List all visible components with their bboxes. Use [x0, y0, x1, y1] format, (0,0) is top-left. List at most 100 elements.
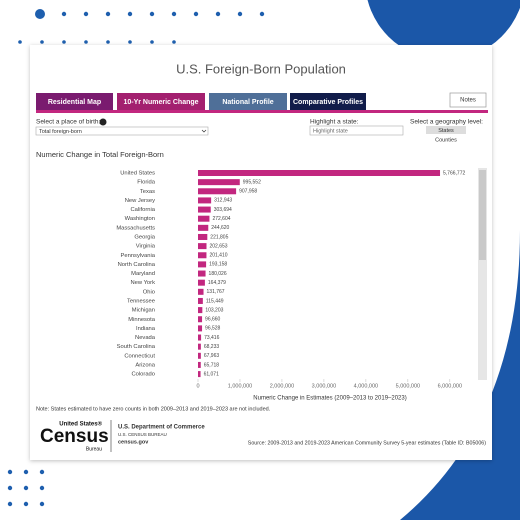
tab[interactable]: [290, 93, 366, 110]
dept: U.S. Department of Commerce: [118, 425, 205, 431]
dot: [237, 11, 243, 17]
tab[interactable]: [36, 93, 113, 110]
category-label: New York: [131, 280, 156, 286]
bar: [198, 206, 211, 213]
x-tick-label: 0: [196, 383, 199, 389]
value-label: 61,071: [204, 371, 220, 377]
control-label: Select a geography level:: [410, 119, 483, 126]
dot: [497, 273, 503, 279]
dot: [127, 11, 133, 17]
bar: [198, 307, 203, 314]
x-tick-label: 5,000,000: [396, 383, 420, 389]
value-label: 67,963: [204, 353, 220, 359]
site[interactable]: census.gov: [118, 439, 149, 445]
category-label: Indiana: [136, 326, 156, 332]
info-icon[interactable]: [99, 118, 107, 126]
notes-label[interactable]: Notes: [460, 98, 476, 104]
logo-top: United States®: [59, 421, 102, 428]
geo-option[interactable]: States: [438, 128, 454, 134]
dot: [215, 11, 221, 17]
bar: [198, 297, 203, 304]
dot: [23, 469, 29, 475]
search-placeholder[interactable]: Highlight state: [313, 128, 348, 134]
category-label: New Jersey: [125, 198, 155, 204]
category-label: Georgia: [134, 235, 155, 241]
geo-option[interactable]: Counties: [435, 137, 457, 143]
bar: [198, 252, 207, 259]
dot: [497, 257, 503, 263]
category-label: Minnesota: [128, 317, 156, 323]
dot: [105, 11, 111, 17]
control-label: Highlight a state:: [310, 119, 359, 126]
bar: [198, 224, 209, 231]
dot: [172, 40, 176, 44]
notes-button[interactable]: [449, 92, 487, 108]
value-label: 5,766,772: [443, 170, 465, 176]
dot: [497, 289, 503, 295]
value-label: 907,958: [239, 189, 257, 195]
dot: [61, 11, 67, 17]
value-label: 193,158: [209, 262, 227, 268]
category-label: Washington: [125, 216, 155, 222]
geo-button[interactable]: [426, 126, 466, 134]
bar: [198, 215, 210, 222]
category-label: Virginia: [136, 244, 156, 250]
bar: [198, 188, 237, 195]
dot: [39, 469, 45, 475]
value-label: 202,653: [210, 243, 228, 249]
category-label: Texas: [140, 189, 155, 195]
dot: [259, 11, 265, 17]
bar: [198, 170, 441, 176]
dot: [18, 40, 22, 44]
tab-label[interactable]: Residential Map: [48, 99, 101, 106]
value-label: 244,620: [211, 225, 229, 231]
control-label: Select a place of birth:: [36, 119, 101, 126]
dot: [497, 305, 503, 311]
tab-label[interactable]: 10-Yr Numeric Change: [123, 99, 198, 106]
dropdown[interactable]: [35, 126, 209, 136]
chart-title: Numeric Change in Total Foreign-Born: [36, 150, 164, 159]
note: Note: States estimated to have zero coun…: [36, 406, 271, 412]
bar: [198, 334, 202, 341]
search-box[interactable]: [309, 125, 404, 136]
value-label: 995,552: [243, 179, 261, 185]
value-label: 115,449: [206, 298, 224, 304]
bureau: U.S. CENSUS BUREAU: [118, 432, 167, 437]
value-label: 131,767: [207, 289, 225, 295]
dropdown-value[interactable]: Total foreign-born: [39, 129, 82, 135]
scroll-thumb[interactable]: [479, 170, 486, 260]
value-label: 73,416: [204, 335, 220, 341]
x-tick-label: 4,000,000: [354, 383, 378, 389]
x-tick-label: 2,000,000: [270, 383, 294, 389]
source: Source: 2009-2013 and 2019-2023 American…: [248, 440, 486, 446]
value-label: 68,233: [204, 344, 220, 350]
x-tick-label: 1,000,000: [228, 383, 252, 389]
value-label: 201,410: [209, 253, 227, 259]
dot: [23, 485, 29, 491]
bar: [198, 270, 206, 277]
tab-label[interactable]: National Profile: [222, 99, 273, 106]
value-label: 180,026: [209, 271, 227, 277]
tab-underline: [36, 110, 488, 113]
x-tick-label: 3,000,000: [312, 383, 336, 389]
dot: [39, 501, 45, 507]
dot: [39, 485, 45, 491]
bar: [198, 352, 201, 359]
category-label: Nevada: [135, 335, 156, 341]
dot: [497, 321, 503, 327]
tab[interactable]: [117, 93, 205, 110]
tab[interactable]: [209, 93, 287, 110]
dot: [84, 40, 88, 44]
dot: [193, 11, 199, 17]
dot: [23, 501, 29, 507]
bar: [198, 316, 203, 323]
bar: [198, 197, 212, 204]
value-label: 272,604: [212, 216, 230, 222]
tab-label[interactable]: Comparative Profiles: [293, 99, 363, 106]
value-label: 312,943: [214, 198, 232, 204]
category-label: Massachusetts: [116, 225, 155, 231]
value-label: 221,805: [210, 234, 228, 240]
scrollbar[interactable]: [478, 168, 487, 380]
bar: [198, 179, 240, 186]
